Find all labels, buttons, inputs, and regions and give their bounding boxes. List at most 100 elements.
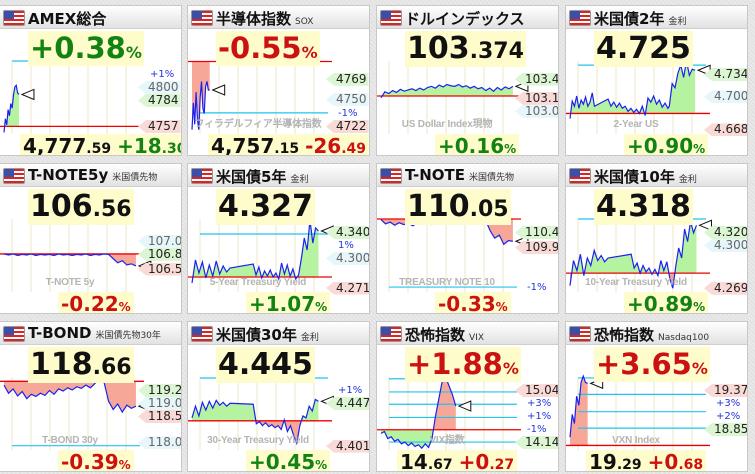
- panel-title-text: 恐怖指数: [594, 326, 655, 344]
- percent-level-label: +3%: [527, 398, 552, 409]
- panel-subtitle: 金利: [300, 333, 319, 343]
- us-flag-icon: [3, 10, 25, 26]
- panel-title[interactable]: AMEX総合: [28, 8, 106, 29]
- change-percent: +3.65%: [594, 347, 710, 382]
- panel-title[interactable]: 半導体指数 SOX: [216, 8, 313, 29]
- us-flag-icon: [3, 326, 25, 342]
- change-percent-value: +1.07: [249, 292, 316, 314]
- chart-watermark: フィラデルフィア半導体指数: [194, 119, 322, 130]
- panel-header: T-BOND 米国債先物30年: [0, 322, 181, 345]
- current-price-marker-icon: [698, 219, 712, 232]
- panel-title[interactable]: 米国債5年 金利: [216, 166, 308, 187]
- change-percent-value: +0.45: [249, 450, 316, 472]
- market-panel[interactable]: 米国債2年 金利 2-Year US 4.734 4.700 4.668 4.725 +0.9…: [565, 5, 748, 156]
- price-line: [380, 83, 514, 99]
- price-line: [569, 60, 696, 119]
- market-panel[interactable]: 米国債30年 金利 30-Year Treasury Yield +1% 4.447 4.…: [187, 321, 370, 472]
- percent-level-label: 1%: [338, 240, 354, 251]
- price-line: [3, 84, 20, 133]
- price-tag-high: 119.22: [138, 384, 181, 397]
- price-line: [3, 253, 137, 267]
- price-integer: 103: [407, 31, 470, 66]
- chart-watermark: VIX指数: [429, 435, 465, 446]
- percent-unit: %: [125, 43, 142, 62]
- market-panel[interactable]: 半導体指数 SOX フィラデルフィア半導体指数 4769 4750 -1% 4722 -0.5…: [187, 5, 370, 156]
- panel-title[interactable]: 恐怖指数 Nasdaq100: [594, 324, 709, 345]
- price-integer: 4.445: [218, 347, 313, 382]
- percent-level-label: +1%: [338, 385, 363, 396]
- panel-title[interactable]: 米国債2年 金利: [594, 8, 686, 29]
- panel-title[interactable]: 米国債10年 金利: [594, 166, 697, 187]
- percent-unit: %: [118, 300, 131, 314]
- price-tag-low: 4757: [138, 120, 181, 133]
- percent-unit: %: [691, 359, 708, 378]
- market-panel[interactable]: 恐怖指数 VIX VIX指数 15.04 +3% +1% -1% 14.14 +1.88% 14.…: [376, 321, 559, 472]
- market-panel[interactable]: 恐怖指数 Nasdaq100 VXN Index 19.37 +3% +2% 18.85 +3…: [565, 321, 748, 472]
- price-decimal: .59: [86, 141, 112, 156]
- panel-header: ドルインデックス: [377, 6, 558, 29]
- change-integer: +0: [458, 450, 490, 472]
- us-flag-icon: [191, 326, 213, 342]
- current-price: 4.445: [216, 347, 315, 383]
- panel-title[interactable]: T-NOTE5y 米国債先物: [28, 166, 157, 184]
- panel-title-text: ドルインデックス: [405, 10, 525, 28]
- market-panel[interactable]: AMEX総合 +1% 4800 4784 4757 +0.38% 4,777.59 +18.3…: [0, 5, 182, 156]
- price-and-change: 14.67 +0.27: [397, 450, 518, 472]
- price-tag-high: 4.447: [326, 397, 369, 410]
- fill-below-ref: [192, 61, 210, 130]
- market-panel[interactable]: 米国債5年 金利 5-Year Treasury Yield 4.340 1% 4.300…: [187, 163, 370, 314]
- price-tag-low: 19.37: [704, 384, 747, 397]
- price-line: [191, 219, 319, 284]
- price-integer: 4.318: [596, 189, 691, 224]
- panel-header: 恐怖指数 Nasdaq100: [566, 322, 747, 345]
- price-tag-low: 103.13: [515, 91, 558, 105]
- price-decimal: .29: [616, 457, 642, 472]
- change-percent: +0.16%: [435, 134, 520, 156]
- panel-title[interactable]: T-BOND 米国債先物30年: [28, 324, 161, 342]
- percent-level-label: -1%: [527, 424, 547, 435]
- price-integer: 110: [407, 189, 470, 224]
- fill-above-ref: [381, 377, 456, 430]
- change-percent-value: -0.55: [218, 31, 302, 65]
- us-flag-icon: [380, 10, 402, 26]
- panel-header: 半導体指数 SOX: [188, 6, 369, 29]
- change-percent-value: +0.16: [438, 134, 505, 156]
- panel-title-text: 米国債5年: [216, 168, 287, 186]
- change-decimal: .68: [678, 457, 704, 472]
- change-percent: +0.89%: [624, 292, 709, 313]
- current-price: 103.374: [405, 31, 526, 67]
- chart-watermark: VXN Index: [612, 435, 660, 446]
- panel-header: T-NOTE 米国債先物: [377, 164, 558, 187]
- percent-unit: %: [504, 142, 517, 156]
- panel-title-text: AMEX総合: [28, 10, 107, 28]
- panel-title[interactable]: 恐怖指数 VIX: [405, 324, 484, 345]
- change-percent-value: +1.88: [407, 347, 503, 381]
- panel-title-text: 半導体指数: [216, 10, 292, 28]
- price-line: [191, 398, 319, 446]
- chart-watermark: 5-Year Treasury Yield: [209, 277, 307, 288]
- us-flag-icon: [3, 168, 25, 184]
- fill-above-ref: [4, 85, 19, 127]
- price-integer: 4,757: [211, 134, 275, 156]
- change-percent: +0.38%: [28, 31, 144, 66]
- fill-above-ref: [381, 84, 513, 96]
- panel-subtitle: 米国債先物: [469, 173, 515, 183]
- current-price: 4.327: [216, 189, 315, 225]
- chart-watermark: T-BOND 30y: [42, 435, 98, 446]
- percent-unit: %: [502, 359, 519, 378]
- panel-subtitle: 金利: [678, 175, 697, 185]
- price-line: [569, 221, 698, 289]
- panel-title[interactable]: T-NOTE 米国債先物: [405, 166, 514, 184]
- panel-title[interactable]: 米国債30年 金利: [216, 324, 319, 345]
- chart-watermark: T-NOTE 5y: [45, 277, 95, 288]
- us-flag-icon: [380, 168, 402, 184]
- price-tag-high: 4.340: [326, 226, 369, 239]
- us-flag-icon: [191, 168, 213, 184]
- fill-above-ref: [570, 221, 697, 274]
- market-panel[interactable]: 米国債10年 金利 10-Year Treasury Yield 4.320 4.300…: [565, 163, 748, 314]
- panel-title[interactable]: ドルインデックス: [405, 8, 525, 29]
